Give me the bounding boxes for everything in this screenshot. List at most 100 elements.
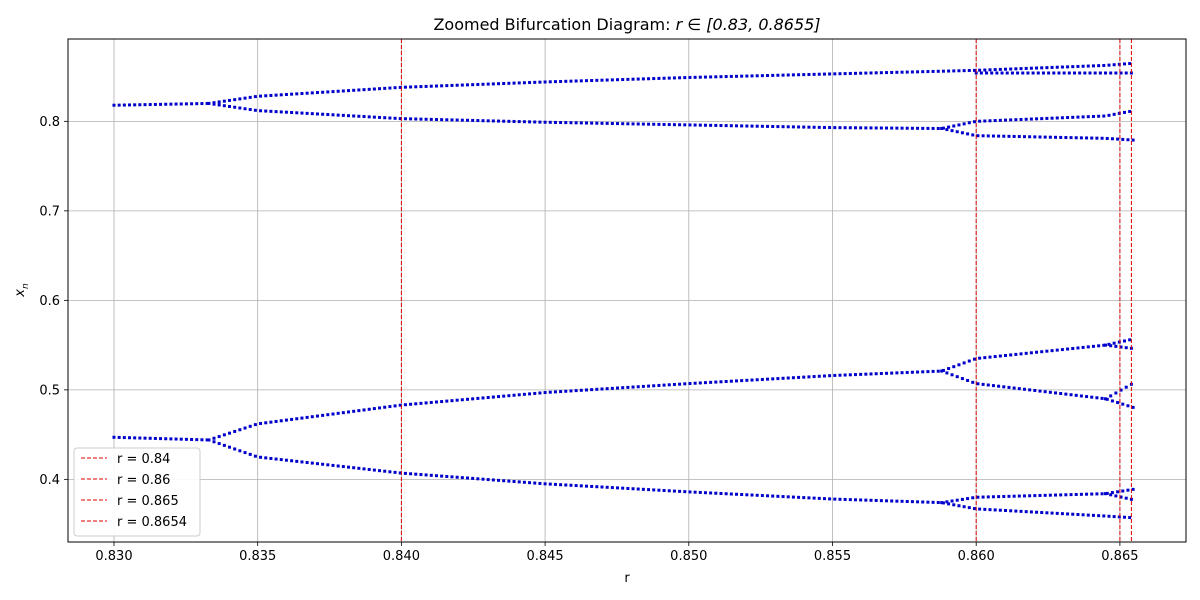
bifurcation-point bbox=[315, 414, 319, 418]
bifurcation-point bbox=[233, 447, 237, 451]
bifurcation-point bbox=[460, 398, 464, 402]
y-tick-label: 0.8 bbox=[39, 115, 60, 130]
bifurcation-point bbox=[243, 107, 247, 111]
bifurcation-point bbox=[1110, 399, 1114, 403]
bifurcation-point bbox=[1048, 135, 1052, 139]
bifurcation-point bbox=[941, 501, 945, 505]
bifurcation-point bbox=[822, 374, 826, 378]
bifurcation-point bbox=[1062, 71, 1066, 75]
bifurcation-point bbox=[133, 436, 137, 440]
bifurcation-point bbox=[228, 431, 232, 435]
bifurcation-point bbox=[1081, 345, 1085, 349]
bifurcation-point bbox=[905, 370, 909, 374]
bifurcation-point bbox=[290, 92, 294, 96]
bifurcation-point bbox=[1071, 115, 1075, 119]
bifurcation-point bbox=[445, 474, 449, 478]
bifurcation-point bbox=[740, 493, 744, 497]
bifurcation-point bbox=[341, 465, 345, 469]
bifurcation-point bbox=[200, 438, 204, 442]
bifurcation-point bbox=[274, 457, 278, 461]
bifurcation-point bbox=[1055, 511, 1059, 515]
bifurcation-point bbox=[979, 71, 983, 75]
bifurcation-point bbox=[895, 499, 899, 503]
bifurcation-point bbox=[885, 126, 889, 130]
bifurcation-point bbox=[719, 124, 723, 128]
bifurcation-point bbox=[688, 123, 692, 127]
bifurcation-point bbox=[812, 496, 816, 500]
bifurcation-point bbox=[735, 379, 739, 383]
bifurcation-point bbox=[971, 380, 975, 384]
bifurcation-point bbox=[991, 495, 995, 499]
bifurcation-point bbox=[1038, 493, 1042, 497]
bifurcation-point bbox=[1116, 137, 1120, 141]
bifurcation-point bbox=[1019, 117, 1023, 121]
bifurcation-point bbox=[409, 402, 413, 406]
bifurcation-point bbox=[874, 71, 878, 75]
bifurcation-point bbox=[652, 77, 656, 81]
bifurcation-point bbox=[1024, 117, 1028, 121]
bifurcation-point bbox=[362, 115, 366, 119]
bifurcation-point bbox=[528, 81, 532, 85]
bifurcation-point bbox=[859, 71, 863, 75]
bifurcation-point bbox=[128, 436, 132, 440]
bifurcation-point bbox=[750, 124, 754, 128]
bifurcation-point bbox=[295, 92, 299, 96]
bifurcation-point bbox=[295, 111, 299, 115]
bifurcation-point bbox=[900, 371, 904, 375]
bifurcation-point bbox=[1091, 513, 1095, 517]
bifurcation-point bbox=[1112, 63, 1116, 67]
bifurcation-point bbox=[848, 126, 852, 130]
bifurcation-point bbox=[874, 126, 878, 130]
bifurcation-point bbox=[1019, 352, 1023, 356]
bifurcation-point bbox=[424, 473, 428, 477]
bifurcation-point bbox=[714, 380, 718, 384]
bifurcation-point bbox=[610, 386, 614, 390]
bifurcation-point bbox=[1007, 134, 1011, 138]
bifurcation-point bbox=[1086, 64, 1090, 68]
bifurcation-point bbox=[833, 72, 837, 76]
bifurcation-point bbox=[988, 119, 992, 123]
bifurcation-point bbox=[771, 377, 775, 381]
bifurcation-point bbox=[1014, 509, 1018, 513]
bifurcation-point bbox=[228, 98, 232, 102]
y-axis-label: xn bbox=[13, 283, 31, 298]
bifurcation-point bbox=[471, 118, 475, 122]
bifurcation-point bbox=[174, 437, 178, 441]
bifurcation-point bbox=[626, 77, 630, 81]
bifurcation-point bbox=[791, 125, 795, 129]
bifurcation-point bbox=[981, 134, 985, 138]
bifurcation-point bbox=[429, 117, 433, 121]
bifurcation-point bbox=[1060, 348, 1064, 352]
bifurcation-point bbox=[595, 78, 599, 82]
bifurcation-point bbox=[931, 126, 935, 130]
bifurcation-point bbox=[357, 88, 361, 92]
bifurcation-point bbox=[1109, 493, 1113, 497]
bifurcation-point bbox=[703, 491, 707, 495]
bifurcation-point bbox=[1045, 349, 1049, 353]
bifurcation-point bbox=[143, 436, 147, 440]
bifurcation-point bbox=[195, 102, 199, 106]
bifurcation-point bbox=[331, 412, 335, 416]
bifurcation-point bbox=[1007, 494, 1011, 498]
bifurcation-point bbox=[936, 69, 940, 73]
bifurcation-point bbox=[352, 88, 356, 92]
grid-layer bbox=[68, 39, 1186, 542]
bifurcation-point bbox=[735, 492, 739, 496]
bifurcation-point bbox=[445, 118, 449, 122]
bifurcation-point bbox=[1054, 135, 1058, 139]
bifurcation-point bbox=[879, 499, 883, 503]
bifurcation-point bbox=[595, 485, 599, 489]
bifurcation-point bbox=[574, 484, 578, 488]
bifurcation-point bbox=[647, 77, 651, 81]
bifurcation-point bbox=[997, 134, 1001, 138]
bifurcation-point bbox=[652, 122, 656, 126]
bifurcation-point bbox=[1033, 494, 1037, 498]
bifurcation-point bbox=[828, 126, 832, 130]
bifurcation-point bbox=[497, 82, 501, 86]
bifurcation-point bbox=[745, 74, 749, 78]
bifurcation-point bbox=[378, 87, 382, 91]
bifurcation-point bbox=[647, 488, 651, 492]
bifurcation-point bbox=[321, 462, 325, 466]
bifurcation-point bbox=[838, 72, 842, 76]
bifurcation-point bbox=[1119, 495, 1123, 499]
